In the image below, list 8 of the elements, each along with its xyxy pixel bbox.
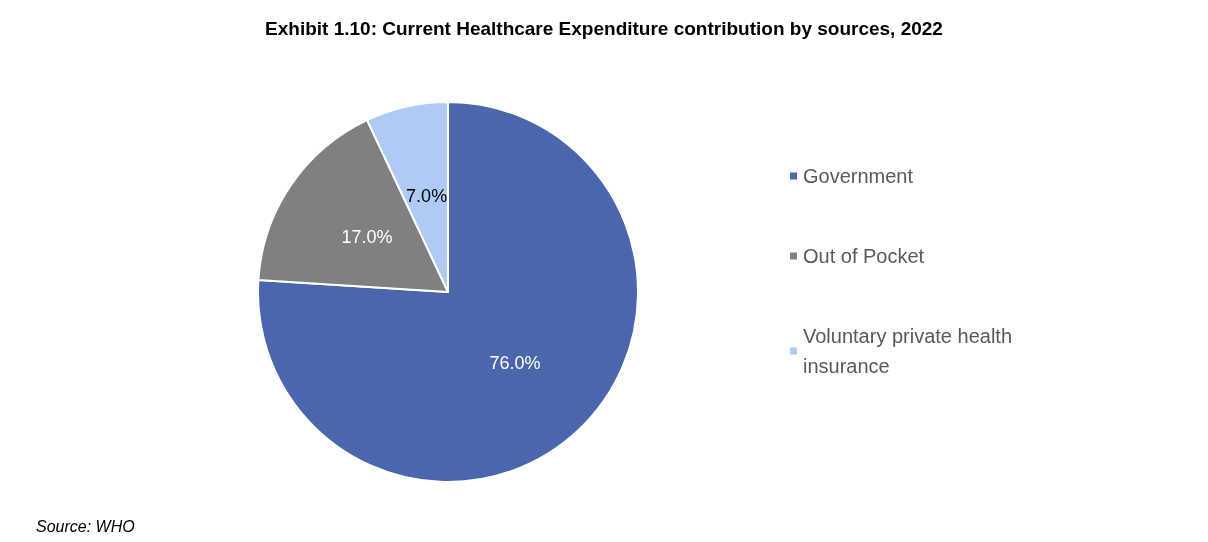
legend-label: Government bbox=[803, 165, 914, 187]
data-label: 17.0% bbox=[341, 226, 393, 247]
source-note: Source: WHO bbox=[36, 517, 135, 535]
legend-label: Voluntary private health insurance bbox=[803, 325, 1018, 377]
chart-title: Exhibit 1.10: Current Healthcare Expenditure contribution by sources, 2022 bbox=[265, 18, 943, 39]
data-label: 76.0% bbox=[489, 353, 541, 374]
data-label: 7.0% bbox=[406, 186, 448, 207]
legend-label: Out of Pocket bbox=[803, 245, 925, 267]
